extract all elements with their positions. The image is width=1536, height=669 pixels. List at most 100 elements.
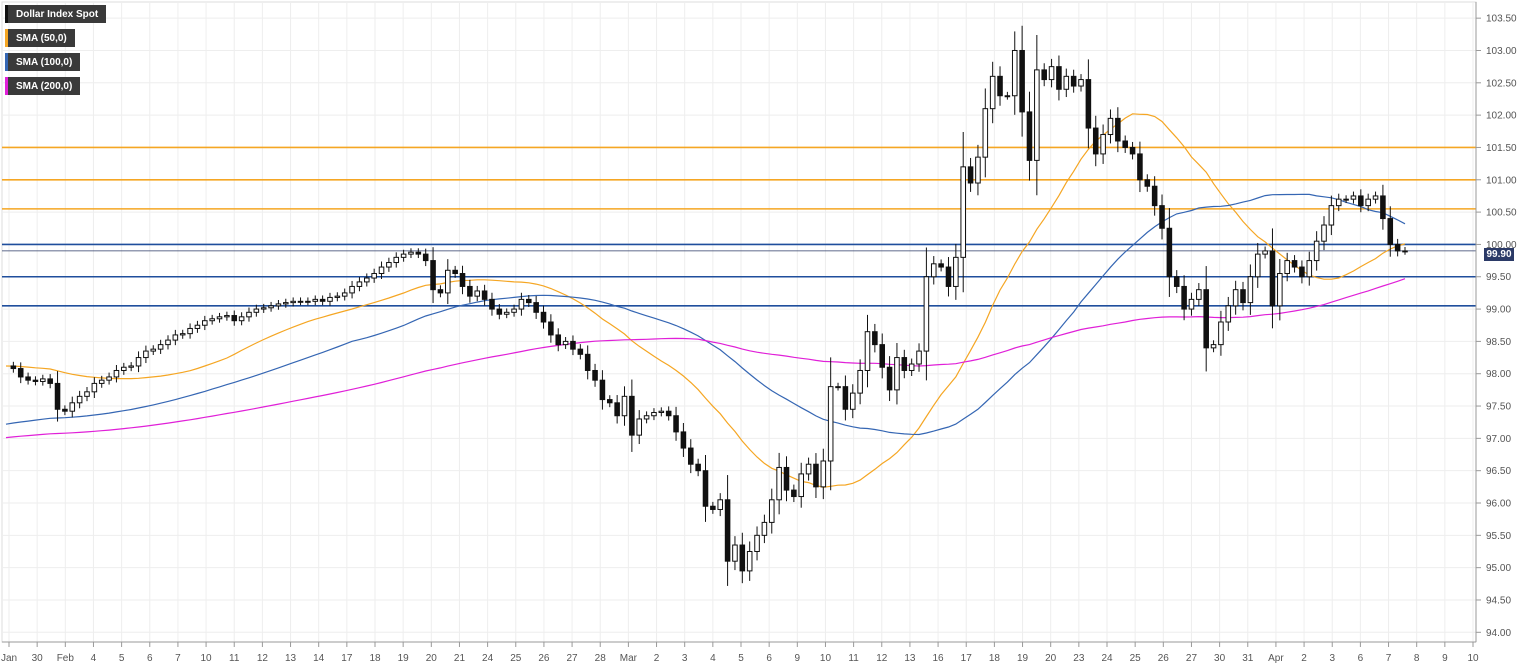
candle-body bbox=[54, 382, 61, 410]
candle-body bbox=[820, 460, 827, 488]
candle-body bbox=[496, 308, 503, 315]
candle-body bbox=[629, 395, 635, 436]
candle-body bbox=[393, 256, 400, 264]
sma-200-line bbox=[5, 278, 1406, 439]
candle-body bbox=[17, 368, 24, 378]
legend-sma-100[interactable]: SMA (100,0) bbox=[5, 53, 81, 71]
x-tick-label: 5 bbox=[119, 653, 125, 664]
candle-body bbox=[526, 298, 532, 304]
candle-body bbox=[930, 263, 937, 278]
candle-body bbox=[813, 463, 819, 488]
candle-body bbox=[25, 376, 31, 381]
x-tick-label: 9 bbox=[1442, 653, 1448, 664]
candle-body bbox=[1129, 146, 1136, 155]
candle-body bbox=[1122, 140, 1128, 148]
candle-body bbox=[1321, 224, 1327, 242]
candle-body bbox=[872, 331, 878, 346]
candle-body bbox=[1115, 117, 1121, 142]
x-tick-label: 25 bbox=[510, 653, 522, 664]
x-tick-label: 18 bbox=[989, 653, 1001, 664]
candle-body bbox=[415, 251, 422, 255]
x-tick-label: 3 bbox=[1329, 653, 1335, 664]
candle-body bbox=[835, 386, 841, 389]
candle-body bbox=[989, 75, 996, 110]
x-tick-label: Feb bbox=[57, 653, 75, 664]
legend-label: SMA (50,0) bbox=[16, 32, 67, 44]
candle-body bbox=[437, 289, 444, 294]
x-tick-label: 27 bbox=[567, 653, 579, 664]
candle-body bbox=[562, 340, 569, 346]
y-tick-label: 98.50 bbox=[1486, 337, 1511, 348]
candle-body bbox=[1034, 69, 1040, 161]
candle-body bbox=[1166, 227, 1173, 278]
x-tick-label: 13 bbox=[285, 653, 297, 664]
legend-label: SMA (200,0) bbox=[16, 80, 73, 92]
candle-body bbox=[1181, 285, 1187, 310]
candle-body bbox=[1291, 260, 1298, 268]
candle-body bbox=[32, 379, 39, 382]
x-tick-label: 7 bbox=[1386, 653, 1392, 664]
candle-body bbox=[1387, 218, 1394, 245]
candle-body bbox=[268, 305, 274, 309]
candle-body bbox=[717, 499, 724, 510]
x-tick-label: 17 bbox=[341, 653, 353, 664]
x-tick-label: 16 bbox=[933, 653, 945, 664]
candle-body bbox=[157, 344, 164, 350]
candle-body bbox=[916, 350, 922, 365]
candle-body bbox=[1313, 240, 1320, 262]
candle-body bbox=[327, 296, 333, 302]
candle-body bbox=[40, 378, 46, 382]
x-tick-label: 24 bbox=[1101, 653, 1113, 664]
candle-body bbox=[798, 473, 805, 498]
candle-body bbox=[290, 300, 296, 304]
candle-body bbox=[680, 431, 687, 449]
candle-body bbox=[1328, 205, 1335, 226]
candle-body bbox=[1269, 250, 1276, 307]
candle-body bbox=[1402, 250, 1408, 253]
candle-body bbox=[518, 298, 525, 310]
candle-body bbox=[665, 410, 672, 417]
x-axis: Jan 30 Feb 4 5 6 7 10 11 12 13 14 17 18 19 20 21 24 25 26 27… bbox=[1, 641, 1479, 664]
candle-body bbox=[1277, 273, 1283, 307]
x-tick-label: 28 bbox=[595, 653, 607, 664]
candle-body bbox=[1056, 66, 1062, 90]
candle-body bbox=[1100, 134, 1106, 155]
x-tick-label: 19 bbox=[398, 653, 410, 664]
y-tick-label: 97.50 bbox=[1486, 402, 1511, 413]
candle-body bbox=[967, 166, 974, 184]
candle-body bbox=[275, 303, 282, 307]
y-tick-label: 99.50 bbox=[1486, 272, 1511, 283]
candle-body bbox=[474, 290, 481, 297]
x-tick-label: 5 bbox=[738, 653, 744, 664]
candle-body bbox=[1019, 49, 1025, 113]
candle-body bbox=[886, 366, 893, 391]
candle-body bbox=[732, 544, 738, 562]
candle-body bbox=[422, 253, 429, 262]
candle-body bbox=[702, 470, 709, 507]
legend-swatch bbox=[5, 29, 8, 47]
candle-body bbox=[901, 357, 908, 371]
candle-body bbox=[548, 321, 554, 336]
y-tick-label: 94.00 bbox=[1486, 628, 1511, 639]
x-tick-label: 25 bbox=[1130, 653, 1142, 664]
x-tick-label: 26 bbox=[538, 653, 550, 664]
candle-body bbox=[1247, 276, 1254, 304]
candle-body bbox=[1254, 253, 1261, 278]
candle-body bbox=[283, 302, 289, 305]
candle-body bbox=[452, 269, 458, 275]
plot-frame bbox=[1, 1, 1477, 643]
candle-body bbox=[1350, 195, 1357, 200]
legend-label: Dollar Index Spot bbox=[16, 8, 99, 20]
legend-dollar-index[interactable]: Dollar Index Spot bbox=[5, 5, 107, 23]
candle-body bbox=[467, 285, 473, 297]
x-tick-label: 7 bbox=[175, 653, 181, 664]
y-axis: 94.00 94.50 95.00 95.50 96.00 96.50 97.00 97.50… bbox=[1475, 2, 1517, 642]
legend-sma-50[interactable]: SMA (50,0) bbox=[5, 29, 75, 47]
candle-body bbox=[857, 369, 863, 394]
candle-body bbox=[1225, 305, 1232, 323]
candle-body bbox=[511, 308, 517, 313]
candlesticks bbox=[10, 25, 1408, 586]
candle-body bbox=[165, 339, 171, 346]
x-tick-label: Mar bbox=[620, 653, 638, 664]
legend-sma-200[interactable]: SMA (200,0) bbox=[5, 77, 81, 95]
